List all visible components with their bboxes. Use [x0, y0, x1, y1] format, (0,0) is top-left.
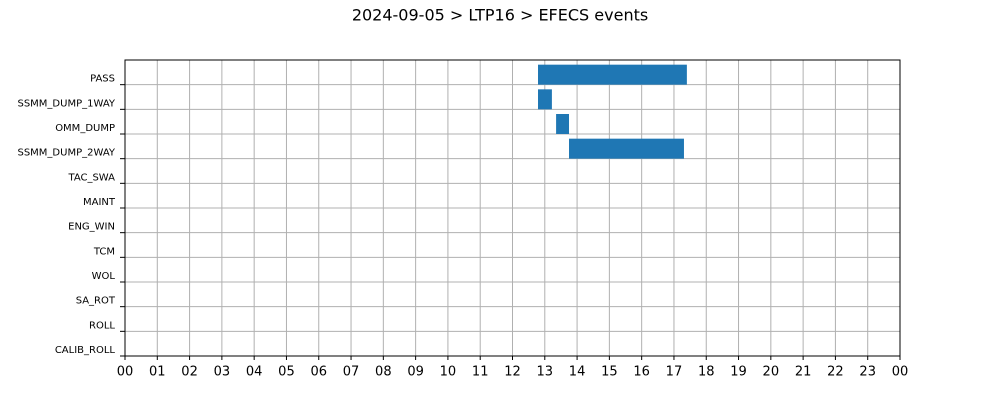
- event-bar: [538, 89, 552, 110]
- x-tick-label: 06: [310, 365, 327, 380]
- x-tick-label: 05: [278, 365, 295, 380]
- plot-frame: [124, 59, 901, 357]
- event-bar: [556, 114, 570, 134]
- event-bar: [538, 64, 687, 85]
- x-tick-label: 20: [763, 365, 780, 380]
- y-tick-label: TCM: [93, 246, 115, 257]
- x-tick-label: 12: [504, 365, 521, 380]
- x-tick-label: 08: [375, 365, 392, 380]
- y-tick-label: PASS: [90, 74, 115, 85]
- y-tick-label: WOL: [92, 271, 116, 282]
- x-tick-label: 21: [795, 365, 812, 380]
- y-tick-label: MAINT: [83, 197, 116, 208]
- y-tick-label: SSMM_DUMP_1WAY: [17, 98, 115, 109]
- x-tick-label: 13: [537, 365, 554, 380]
- x-tick-label: 19: [730, 365, 747, 380]
- x-tick-label: 22: [827, 365, 844, 380]
- x-tick-label: 14: [569, 365, 586, 380]
- chart-title: 2024-09-05 > LTP16 > EFECS events: [352, 6, 648, 25]
- x-tick-label: 11: [472, 365, 489, 380]
- y-tick-label: ROLL: [89, 320, 115, 331]
- x-tick-label: 00: [117, 365, 134, 380]
- y-tick-label: SA_ROT: [76, 296, 116, 307]
- x-tick-label: 15: [601, 365, 618, 380]
- event-bar: [569, 138, 684, 159]
- x-tick-label: 03: [214, 365, 231, 380]
- x-tick-label: 16: [633, 365, 650, 380]
- y-tick-label: OMM_DUMP: [55, 123, 115, 134]
- y-tick-label: CALIB_ROLL: [55, 345, 116, 356]
- x-tick-label: 02: [181, 365, 198, 380]
- x-tick-label: 10: [440, 365, 457, 380]
- x-tick-label: 01: [149, 365, 166, 380]
- x-tick-label: 09: [407, 365, 424, 380]
- x-tick-label: 23: [859, 365, 876, 380]
- y-tick-label: SSMM_DUMP_2WAY: [17, 148, 115, 159]
- x-tick-label: 17: [666, 365, 683, 380]
- y-tick-label: ENG_WIN: [68, 222, 115, 233]
- x-tick-label: 07: [343, 365, 360, 380]
- x-tick-label: 00: [892, 365, 909, 380]
- y-tick-label: TAC_SWA: [67, 172, 115, 183]
- x-tick-label: 18: [698, 365, 715, 380]
- x-tick-label: 04: [246, 365, 263, 380]
